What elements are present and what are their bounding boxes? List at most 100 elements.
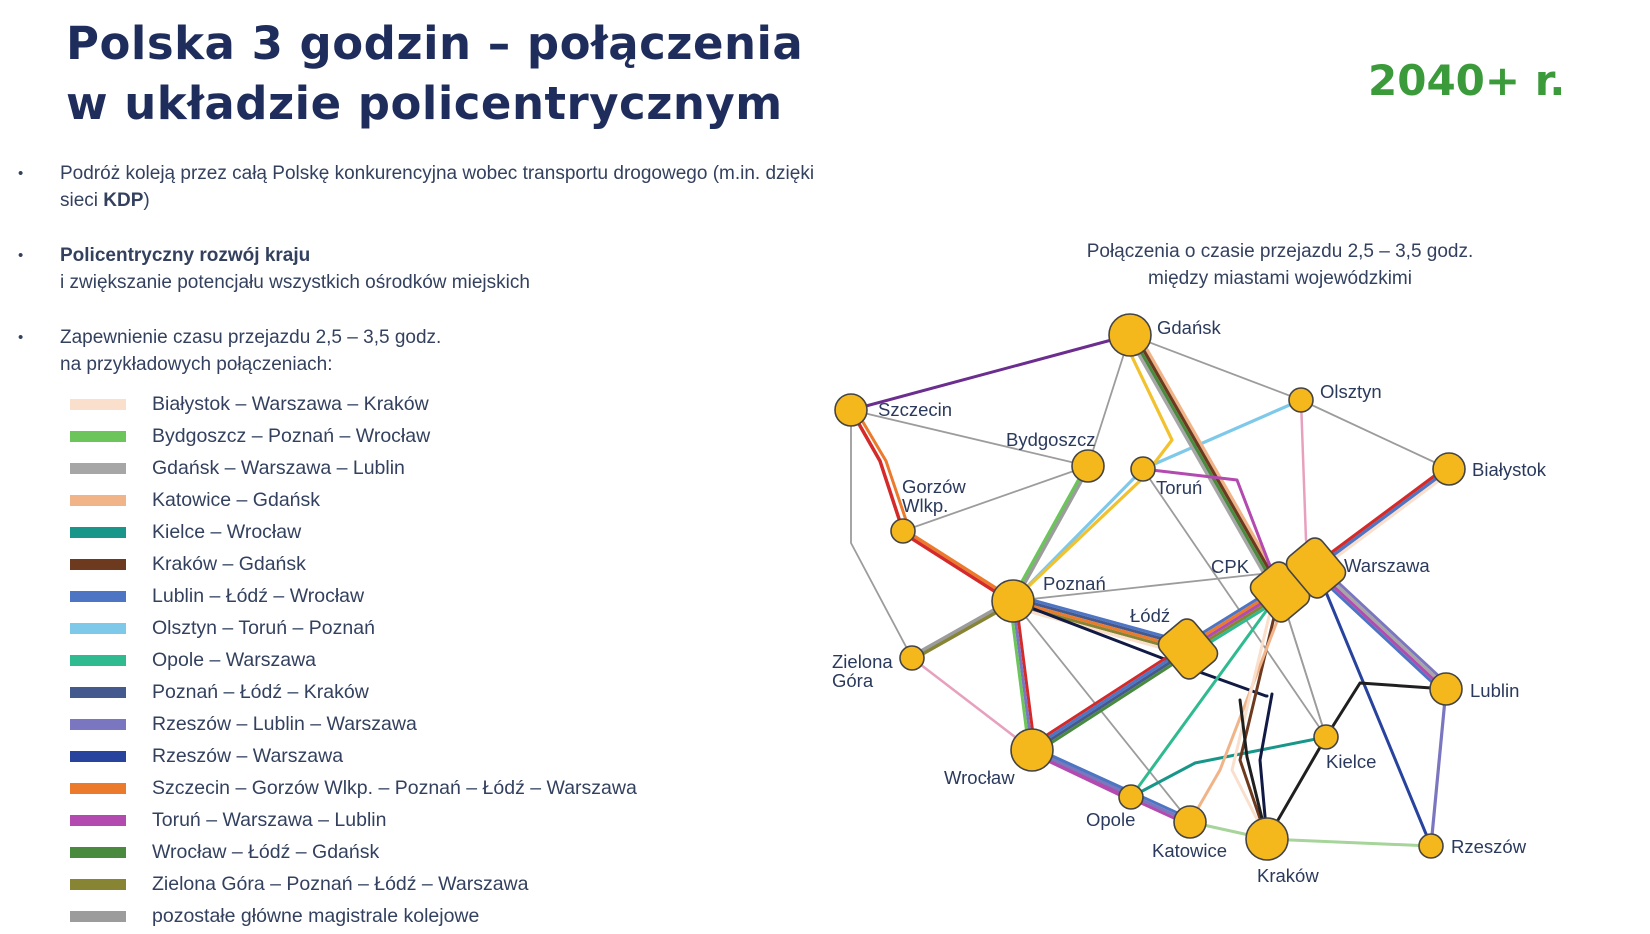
legend-swatch	[70, 431, 126, 442]
bullet-item-1: • Podróż koleją przez całą Polskę konkur…	[18, 160, 848, 214]
city-label-lodz: Łódź	[1130, 605, 1170, 626]
city-node-szczecin	[834, 393, 868, 427]
map-caption-line1: Połączenia o czasie przejazdu 2,5 – 3,5 …	[1086, 241, 1474, 262]
rail-line-bundle	[1312, 464, 1449, 568]
legend-label: Toruń – Warszawa – Lublin	[152, 809, 387, 831]
legend-swatch	[70, 879, 126, 890]
legend-label: Kraków – Gdańsk	[152, 553, 306, 575]
legend-label: Bydgoszcz – Poznań – Wrocław	[152, 425, 431, 447]
city-label-bialystok: Białystok	[1472, 459, 1547, 480]
city-node-poznan	[991, 579, 1035, 623]
legend-label: Olsztyn – Toruń – Poznań	[152, 617, 375, 639]
rail-line-yellow	[1011, 338, 1174, 603]
rail-line-gray	[1129, 334, 1302, 401]
legend-label: Lublin – Łódź – Wrocław	[152, 585, 365, 607]
bullet-list: • Podróż koleją przez całą Polskę konkur…	[18, 160, 848, 378]
rail-line-bundle	[1028, 643, 1188, 748]
city-node-gdansk	[1108, 313, 1152, 357]
legend-swatch	[70, 783, 126, 794]
rail-line-bundle	[1316, 469, 1453, 573]
city-label-olsztyn: Olsztyn	[1320, 381, 1382, 402]
city-label-zielona: Zielona	[832, 651, 893, 672]
route-lines	[849, 333, 1453, 848]
title-rest: – połączenia	[471, 17, 804, 70]
legend-label: Zielona Góra – Poznań – Łódź – Warszawa	[152, 873, 529, 895]
rail-line-bundle	[1314, 467, 1451, 570]
rail-line-bundle	[1130, 340, 1278, 596]
rail-line-szczecin	[855, 410, 911, 531]
city-label-warszawa: Warszawa	[1344, 555, 1430, 576]
city-label-szczecin: Szczecin	[878, 399, 952, 420]
legend-swatch	[70, 463, 126, 474]
rail-line-bundle	[1010, 463, 1089, 602]
legend-swatch	[70, 815, 126, 826]
rail-line-bundle	[1032, 651, 1192, 756]
city-label-zielona: Góra	[832, 670, 874, 691]
rail-line-opole	[1129, 590, 1282, 799]
city-node-rzeszow	[1418, 833, 1444, 859]
city-node-krakow	[1245, 817, 1289, 861]
city-node-torun	[1130, 456, 1156, 482]
legend-label: Rzeszów – Warszawa	[152, 745, 344, 767]
city-label-bydgoszcz: Bydgoszcz	[1006, 429, 1095, 450]
city-labels: Gdańsk Szczecin Olsztyn Bydgoszcz Toruń Biały…	[832, 317, 1547, 886]
legend-swatch	[70, 719, 126, 730]
city-node-opole	[1118, 784, 1144, 810]
bullet-dot: •	[18, 329, 24, 346]
bullet-1-end: )	[143, 190, 150, 211]
bullet-dot: •	[18, 165, 24, 182]
legend-swatch	[70, 527, 126, 538]
city-label-gdansk: Gdańsk	[1157, 317, 1222, 338]
legend-swatch	[70, 751, 126, 762]
legend-label: Katowice – Gdańsk	[152, 489, 321, 511]
legend-label: Opole – Warszawa	[152, 649, 317, 671]
rail-line-black	[1265, 681, 1448, 841]
bullet-item-2: • Policentryczny rozwój kraju i zwiększa…	[18, 242, 848, 296]
rail-line-bundle	[1009, 605, 1188, 657]
year-badge: 2040+ r.	[1368, 56, 1566, 105]
legend-swatch	[70, 495, 126, 506]
legend-label: Kielce – Wrocław	[152, 521, 302, 543]
rail-line-bundle	[1012, 596, 1191, 648]
city-label-gorzow: Wlkp.	[902, 495, 948, 516]
bullet-item-3: • Zapewnienie czasu przejazdu 2,5 – 3,5 …	[18, 324, 848, 378]
legend-label: Rzeszów – Lublin – Warszawa	[152, 713, 417, 735]
rail-line-rzeszow	[1314, 566, 1433, 848]
rail-line-bundle	[1031, 745, 1193, 821]
bullet-3-line2: na przykładowych połączeniach:	[60, 354, 333, 375]
rail-line-navy	[1258, 692, 1274, 841]
rail-line-navy	[1011, 599, 1269, 698]
bullet-2-text: i zwiększanie potencjału wszystkich ośro…	[60, 272, 530, 293]
rail-line-bundle	[1135, 337, 1283, 593]
legend-swatch	[70, 559, 126, 570]
legend-label: pozostałe główne magistrale kolejowe	[152, 905, 480, 927]
rail-line-bundle	[1012, 465, 1091, 604]
rail-line-bundle	[1313, 567, 1447, 692]
legend-swatch	[70, 911, 126, 922]
city-node-warszawa	[1285, 537, 1347, 599]
rail-line-torun	[1141, 467, 1282, 594]
rail-line-bundle	[1030, 748, 1192, 824]
city-node-olsztyn	[1288, 387, 1314, 413]
rail-line-black	[1238, 698, 1269, 841]
legend-swatch	[70, 655, 126, 666]
city-label-poznan: Poznań	[1043, 573, 1106, 594]
legend-swatch	[70, 847, 126, 858]
city-node-bialystok	[1432, 452, 1466, 486]
bullet-1-bold: KDP	[103, 190, 144, 211]
city-label-wroclaw: Wrocław	[944, 767, 1015, 788]
rail-line-katowice	[1188, 596, 1288, 824]
rail-line-bundle	[1315, 565, 1449, 690]
rail-line-bundle	[1029, 751, 1191, 827]
bullet-2-bold: Policentryczny rozwój kraju	[60, 245, 311, 266]
rail-line-gray	[1142, 468, 1327, 738]
city-label-rzeszow: Rzeszów	[1451, 836, 1527, 857]
legend-label: Szczecin – Gorzów Wlkp. – Poznań – Łódź …	[152, 777, 637, 799]
title-line2: w układzie policentrycznym	[66, 77, 783, 130]
city-label-gorzow: Gorzów	[902, 476, 966, 497]
rail-line-bundle	[1133, 339, 1281, 595]
rail-line-bialystok	[1230, 594, 1276, 841]
bullet-dot: •	[18, 247, 24, 264]
city-label-torun: Toruń	[1156, 477, 1202, 498]
